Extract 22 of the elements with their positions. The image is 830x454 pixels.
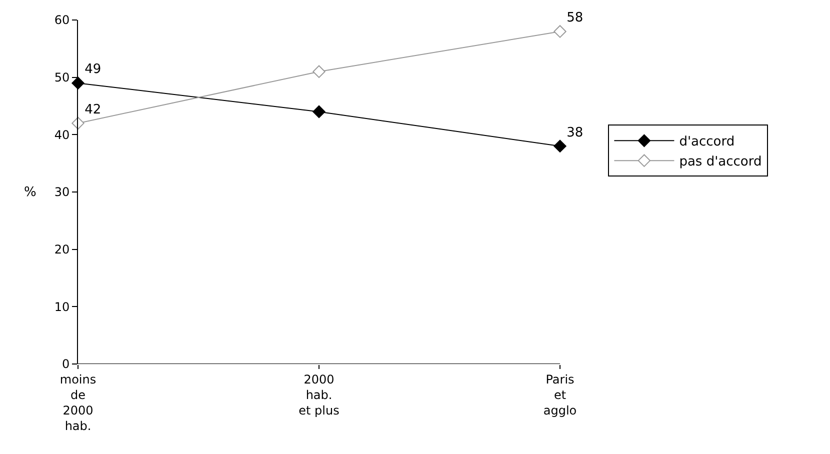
y-tick-label: 0 xyxy=(62,357,70,372)
x-tick-label: Paris et agglo xyxy=(543,372,577,418)
data-label: 38 xyxy=(566,125,584,140)
data-label: 58 xyxy=(566,10,584,26)
point xyxy=(72,76,84,90)
legend-label: d'accord xyxy=(679,134,735,150)
data-label: 42 xyxy=(84,102,102,118)
point xyxy=(554,140,566,152)
x-tick-label: 2000 hab. et plus xyxy=(298,372,340,418)
y-tick-label: 20 xyxy=(54,242,70,257)
y-tick-label: 50 xyxy=(54,70,70,85)
point xyxy=(312,65,326,78)
legend-label: pas d'accord xyxy=(679,154,762,170)
point xyxy=(554,25,566,38)
y-tick-label: 30 xyxy=(54,185,70,200)
point xyxy=(312,105,326,118)
y-tick-label: 10 xyxy=(54,300,70,314)
y-tick-label: 60 xyxy=(54,13,70,28)
y-axis-title: % xyxy=(24,185,36,200)
x-tick-label: moins de 2000 hab. xyxy=(60,372,96,434)
y-tick-label: 40 xyxy=(54,128,70,142)
data-label: 49 xyxy=(84,62,102,78)
